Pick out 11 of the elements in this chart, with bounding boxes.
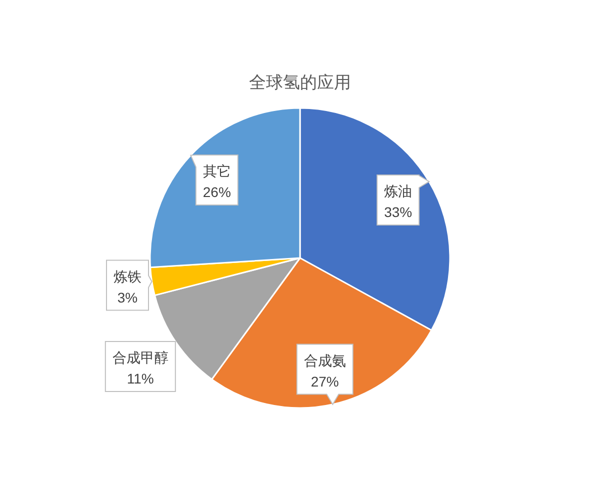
chart-title: 全球氢的应用 [249,73,351,92]
slice-label: 炼油 [384,182,412,199]
slice-label: 其它 [202,162,231,179]
slice-label: 合成甲醇 [112,349,168,366]
slice-label: 合成氨 [304,352,346,368]
data-label: 27% [310,373,339,390]
data-label: 3% [117,289,138,306]
data-label: 33% [384,204,412,220]
data-label: 26% [202,184,231,200]
slice-label: 炼铁 [114,268,142,284]
data-label: 11% [126,370,154,386]
